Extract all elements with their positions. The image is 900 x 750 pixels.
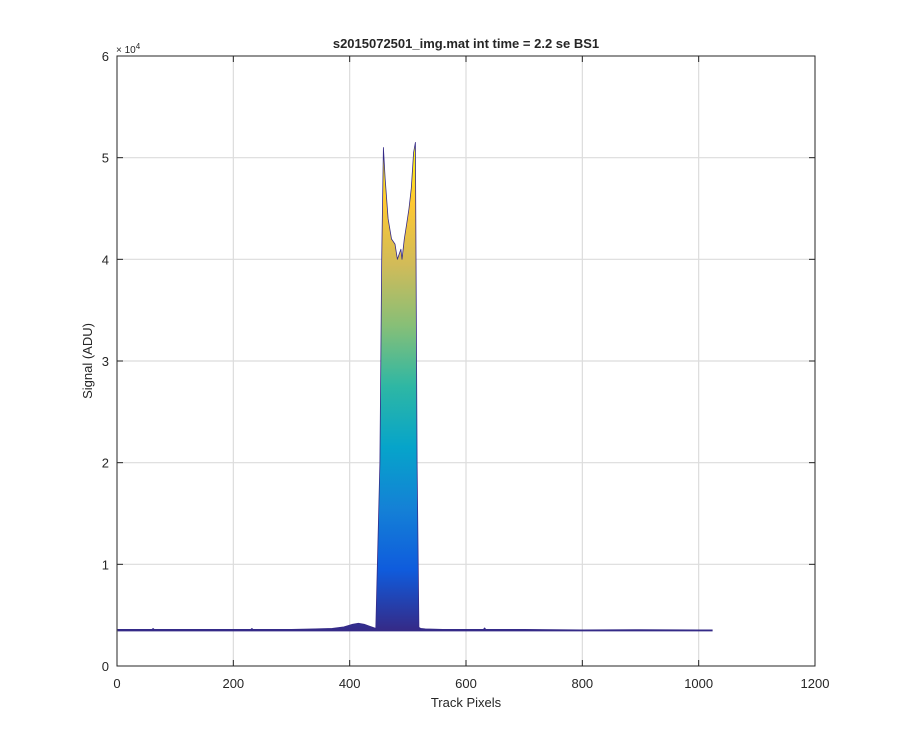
y-axis-exponent-base: × 10 [116,45,136,56]
x-tick-label: 200 [222,676,244,691]
x-tick-label: 400 [339,676,361,691]
y-tick-label: 0 [102,659,109,674]
x-tick-label: 0 [113,676,120,691]
y-tick-label: 2 [102,456,109,471]
signal-area-fill [117,142,713,632]
y-tick-label: 4 [102,252,109,267]
y-tick-label: 6 [102,49,109,64]
y-axis-label: Signal (ADU) [80,323,95,399]
y-tick-label: 1 [102,557,109,572]
x-tick-label: 1200 [801,676,830,691]
x-tick-label: 600 [455,676,477,691]
y-tick-label: 5 [102,151,109,166]
y-axis-exponent: × 104 [116,42,141,56]
grid-lines [117,56,815,666]
y-axis-exponent-power: 4 [136,42,141,51]
x-tick-label: 1000 [684,676,713,691]
x-axis-label: Track Pixels [431,695,502,710]
y-tick-label: 3 [102,354,109,369]
signal-series-line [117,142,713,631]
x-tick-label: 800 [571,676,593,691]
axes: 0 200 400 600 800 1000 1200 0 1 2 3 4 5 6 [102,49,830,691]
plot-area [117,142,713,632]
chart-title: s2015072501_img.mat int time = 2.2 se BS… [333,36,599,51]
